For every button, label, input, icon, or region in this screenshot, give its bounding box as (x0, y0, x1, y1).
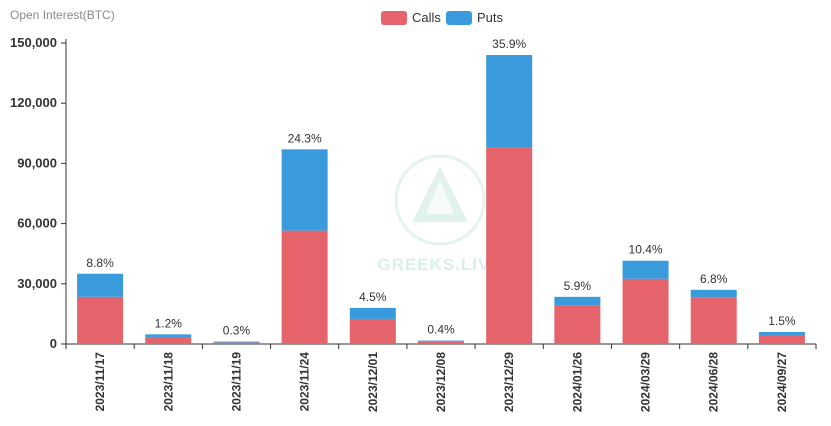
x-tick-label: 2023/11/19 (229, 352, 243, 412)
x-tick-label: 2023/12/08 (434, 352, 448, 412)
data-label: 8.8% (86, 256, 114, 270)
x-tick-label: 2023/12/29 (502, 352, 516, 412)
bar-calls-2023-12-08[interactable] (418, 341, 464, 344)
bar-puts-2023-12-08[interactable] (418, 340, 464, 342)
bar-puts-2023-12-29[interactable] (486, 55, 533, 148)
legend-item-puts[interactable]: Puts (446, 10, 504, 25)
bar-puts-2023-12-01[interactable] (349, 307, 396, 319)
legend-label-puts: Puts (477, 10, 504, 25)
y-tick-label: 120,000 (10, 95, 57, 110)
bar-calls-2023-11-18[interactable] (145, 337, 192, 344)
data-label: 6.8% (700, 272, 728, 286)
bar-puts-2023-11-24[interactable] (281, 149, 328, 231)
watermark-inner-triangle (426, 180, 454, 214)
y-axis-title: Open Interest(BTC) (10, 8, 115, 22)
data-label: 1.5% (768, 314, 796, 328)
legend-label-calls: Calls (412, 10, 441, 25)
y-tick-label: 0 (50, 336, 57, 351)
bar-calls-2023-11-19[interactable] (213, 342, 260, 344)
watermark-text: GREEKS.LIVE (377, 255, 502, 274)
data-label: 24.3% (288, 131, 322, 145)
bar-puts-2023-11-18[interactable] (145, 334, 192, 338)
y-tick-label: 150,000 (10, 35, 57, 50)
data-label: 35.9% (492, 37, 526, 51)
watermark-circle (394, 154, 486, 246)
watermark: GREEKS.LIVE (377, 154, 502, 274)
y-tick-label: 60,000 (17, 216, 57, 231)
x-tick-label: 2024/03/29 (639, 352, 653, 412)
y-tick-label: 90,000 (17, 155, 57, 170)
bar-calls-2024-06-28[interactable] (690, 297, 737, 344)
data-label: 10.4% (629, 243, 663, 257)
legend-swatch-calls (381, 11, 407, 25)
bar-calls-2024-01-26[interactable] (554, 305, 601, 344)
bar-puts-2024-09-27[interactable] (758, 331, 805, 335)
x-tick-label: 2023/11/24 (298, 352, 312, 412)
bar-calls-2023-11-17[interactable] (77, 296, 124, 344)
y-tick-label: 30,000 (17, 276, 57, 291)
data-label: 0.4% (427, 323, 455, 337)
data-label: 1.2% (155, 316, 183, 330)
bar-calls-2024-03-29[interactable] (622, 278, 669, 344)
bar-calls-2023-12-01[interactable] (349, 318, 396, 344)
bar-puts-2023-11-19[interactable] (213, 341, 260, 343)
data-label: 5.9% (564, 279, 592, 293)
x-tick-label: 2024/09/27 (775, 352, 789, 412)
x-tick-label: 2023/11/18 (161, 352, 175, 412)
bar-puts-2024-06-28[interactable] (690, 289, 737, 298)
legend-item-calls[interactable]: Calls (381, 10, 441, 25)
x-tick-label: 2023/11/17 (93, 352, 107, 412)
bar-puts-2023-11-17[interactable] (77, 273, 124, 297)
legend: Calls Puts (381, 10, 504, 25)
bar-puts-2024-01-26[interactable] (554, 296, 601, 306)
bar-puts-2024-03-29[interactable] (622, 260, 669, 279)
data-label: 0.3% (223, 324, 251, 338)
legend-swatch-puts (446, 11, 472, 25)
x-tick-label: 2024/01/26 (570, 352, 584, 412)
x-tick-label: 2023/12/01 (366, 352, 380, 412)
bar-calls-2024-09-27[interactable] (758, 334, 805, 344)
bar-calls-2023-11-24[interactable] (281, 230, 328, 344)
x-tick-label: 2024/06/28 (707, 352, 721, 412)
data-label: 4.5% (359, 290, 387, 304)
bar-calls-2023-12-29[interactable] (486, 147, 533, 344)
